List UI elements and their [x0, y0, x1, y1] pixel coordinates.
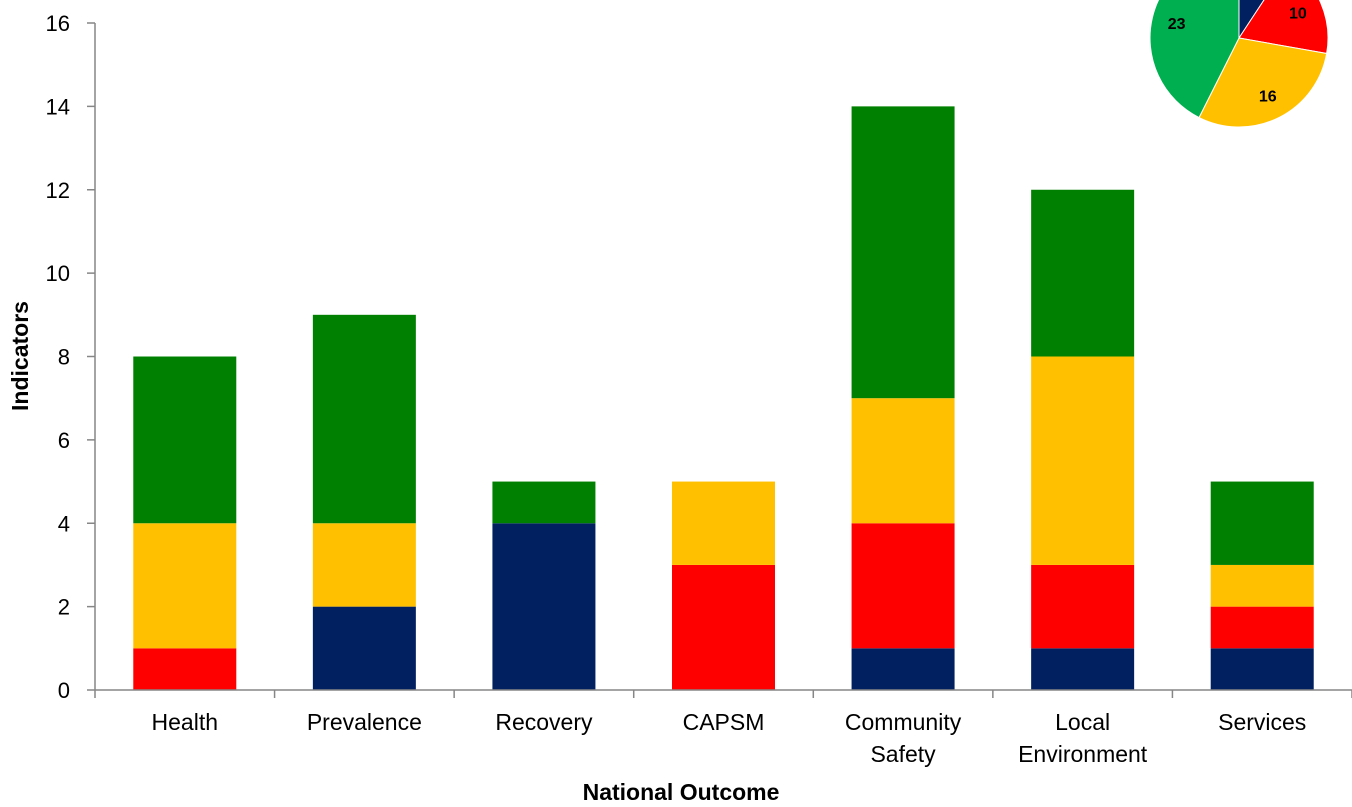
bar-segment [492, 481, 596, 524]
pie-slice [1149, 0, 1240, 119]
bar-segment [1031, 648, 1135, 690]
bar-segment [492, 523, 596, 690]
bar-segment [312, 606, 416, 690]
bar-segment [133, 523, 237, 649]
bar-segment [133, 648, 237, 690]
bar-segment [672, 481, 775, 565]
bar-segment [1210, 481, 1314, 565]
x-category-label: Community [845, 709, 962, 735]
bar-segment [312, 314, 416, 524]
bar-segment [1210, 648, 1314, 690]
x-category-label: Services [1218, 709, 1306, 735]
bar-segment [672, 564, 775, 690]
y-tick-label: 14 [46, 94, 70, 119]
bar-segment [851, 648, 955, 690]
y-axis-title: Indicators [7, 301, 33, 411]
bar-segment [1210, 606, 1314, 649]
y-tick-label: 4 [58, 511, 70, 536]
x-axis-title: National Outcome [583, 779, 780, 805]
pie-chart: 10 16 23 [1149, 0, 1329, 128]
pie-slice-label: 16 [1259, 88, 1277, 105]
x-category-label: Health [152, 709, 218, 735]
pie-slice [1238, 0, 1329, 55]
x-category-label: Local [1055, 709, 1110, 735]
axis-ticks: 0 2 4 6 8 10 12 14 16 Health Prevalence Recovery CAP… [46, 11, 1352, 767]
bar-segment [851, 106, 955, 399]
x-category-label: Recovery [495, 709, 593, 735]
bar-segment [1031, 189, 1135, 357]
y-tick-label: 2 [58, 595, 70, 620]
y-tick-label: 8 [58, 345, 70, 370]
x-category-label: CAPSM [683, 709, 765, 735]
y-tick-label: 0 [58, 678, 70, 703]
bar-segment [1031, 564, 1135, 649]
y-tick-label: 10 [46, 261, 70, 286]
bar-segment [1031, 356, 1135, 565]
x-category-label: Environment [1018, 741, 1148, 767]
pie-slice-label: 23 [1168, 16, 1186, 33]
pie-slice [1238, 0, 1265, 40]
bars-layer [133, 106, 1314, 690]
y-tick-label: 16 [46, 11, 70, 36]
y-tick-label: 12 [46, 178, 70, 203]
pie-slice [1198, 37, 1328, 128]
bar-segment [312, 523, 416, 607]
bar-segment [851, 523, 955, 649]
y-tick-label: 6 [58, 428, 70, 453]
bar-segment [133, 356, 237, 524]
x-category-label: Safety [870, 741, 936, 767]
bar-segment [1210, 564, 1314, 607]
bar-segment [851, 398, 955, 524]
pie-slice-label: 10 [1289, 6, 1307, 23]
x-category-label: Prevalence [307, 709, 422, 735]
